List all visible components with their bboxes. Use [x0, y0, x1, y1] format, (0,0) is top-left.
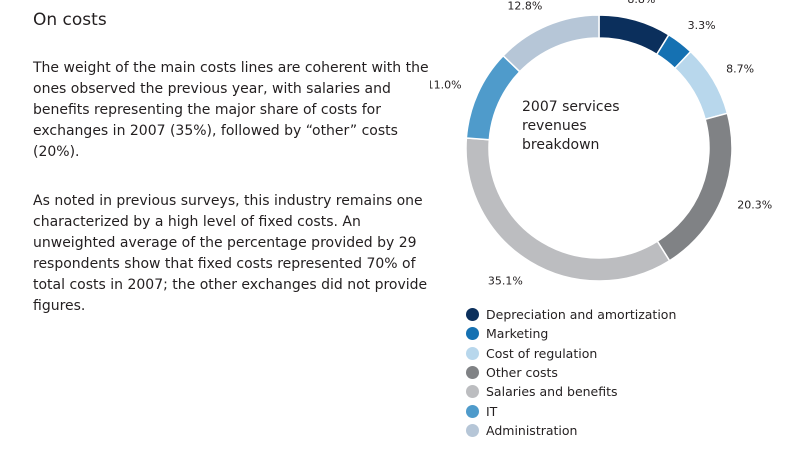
legend-label: Administration — [486, 422, 578, 438]
chart-title-line: breakdown — [522, 137, 600, 153]
legend-item: IT — [466, 401, 676, 420]
chart-legend: Depreciation and amortization Marketing Co… — [466, 305, 676, 440]
slice-value-label: 12.8% — [507, 0, 542, 12]
donut-chart: 8.8% 3.3% 8.7% 20.3% 35.1% 11.0% 12.8% — [430, 0, 772, 288]
donut-slice-it — [465, 54, 521, 141]
donut-slice-salaries-and-benefits — [465, 137, 671, 282]
legend-item: Cost of regulation — [466, 344, 676, 363]
legend-label: Salaries and benefits — [486, 384, 618, 400]
donut-slice-administration — [502, 14, 600, 73]
slice-value-label: 20.3% — [737, 199, 772, 212]
slice-value-label: 8.8% — [627, 0, 655, 6]
fixed-costs-paragraph: As noted in previous surveys, this indus… — [33, 193, 428, 314]
slice-value-label: 8.7% — [726, 63, 754, 76]
legend-label: Other costs — [486, 365, 558, 381]
legend-swatch — [466, 327, 479, 341]
legend-swatch — [466, 404, 479, 418]
slice-value-label: 3.3% — [688, 19, 716, 32]
slice-value-label: 35.1% — [488, 275, 523, 288]
legend-item: Depreciation and amortization — [466, 305, 676, 324]
legend-label: IT — [486, 403, 498, 419]
legend-item: Salaries and benefits — [466, 382, 676, 401]
donut-slice-cost-of-regulation — [673, 50, 729, 121]
legend-swatch — [466, 346, 479, 360]
legend-item: Administration — [466, 421, 676, 440]
legend-item: Marketing — [466, 324, 676, 343]
page-title: On costs — [33, 10, 107, 30]
legend-swatch — [466, 423, 479, 437]
legend-swatch — [466, 385, 479, 399]
legend-swatch — [466, 366, 479, 380]
slice-value-label: 11.0% — [430, 79, 462, 92]
donut-slice-other-costs — [656, 112, 733, 262]
legend-label: Depreciation and amortization — [486, 307, 677, 323]
legend-item: Other costs — [466, 363, 676, 382]
legend-label: Cost of regulation — [486, 345, 598, 361]
legend-label: Marketing — [486, 326, 549, 342]
chart-title-line: revenues — [522, 118, 587, 134]
legend-swatch — [466, 308, 479, 322]
intro-paragraph: The weight of the main costs lines are c… — [33, 60, 429, 160]
chart-title-line: 2007 services — [522, 99, 620, 115]
chart-title: 2007 services revenues breakdown — [522, 98, 620, 155]
donut-slice-depreciation-and-amortization — [598, 14, 670, 56]
